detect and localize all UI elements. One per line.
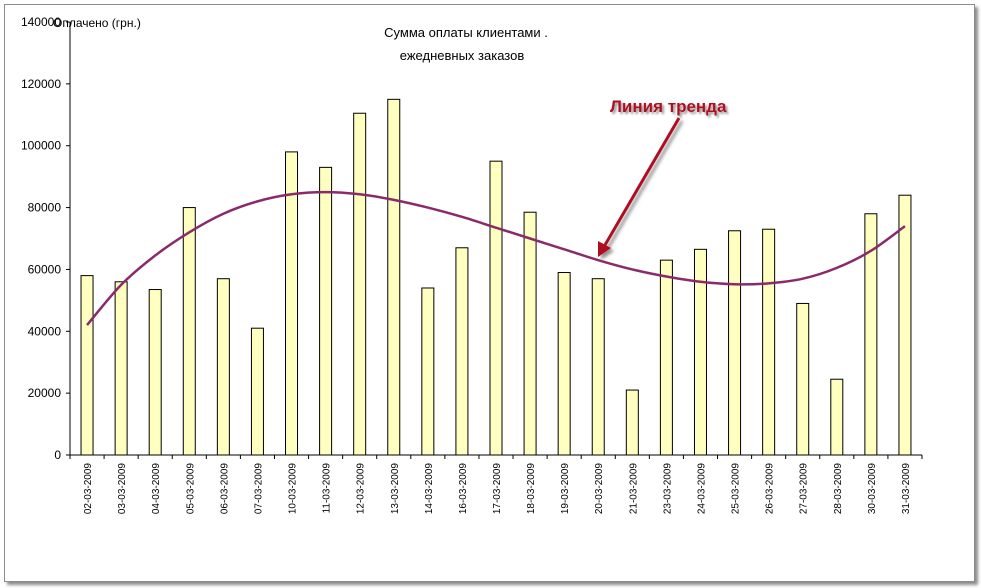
bar-28-03-2009 xyxy=(830,378,844,456)
x-tick-label: 31-03-2009 xyxy=(901,463,912,515)
bar-21-03-2009 xyxy=(625,389,639,456)
x-tick-label: 05-03-2009 xyxy=(185,463,196,515)
y-ticks-group: 0 20000 40000 60000 80000 100000 120000 140000 xyxy=(21,15,70,462)
bar-18-03-2009 xyxy=(523,211,537,456)
trend-line xyxy=(86,190,906,326)
y-tick-label: 20000 xyxy=(28,386,62,400)
chart-frame: 0 20000 40000 60000 80000 100000 120000 140000 … xyxy=(4,4,975,582)
annotation-arrow xyxy=(598,117,681,257)
x-tick-label: 30-03-2009 xyxy=(867,463,878,515)
bar-25-03-2009 xyxy=(728,230,742,456)
x-tick-label: 20-03-2009 xyxy=(594,463,605,515)
x-tick-label: 26-03-2009 xyxy=(765,463,776,515)
trend-annotation: Линия тренда xyxy=(610,97,727,116)
bar-16-03-2009 xyxy=(455,247,469,456)
bar-05-03-2009 xyxy=(182,207,196,456)
x-tick-label: 17-03-2009 xyxy=(492,463,503,515)
bar-13-03-2009 xyxy=(387,98,401,456)
y-tick-label: 60000 xyxy=(28,262,62,276)
x-tick-label: 16-03-2009 xyxy=(458,463,469,515)
bar-02-03-2009 xyxy=(80,275,94,456)
x-tick-label: 21-03-2009 xyxy=(628,463,639,515)
x-tick-label: 02-03-2009 xyxy=(83,463,94,515)
x-tick-label: 03-03-2009 xyxy=(117,463,128,515)
chart-title-line2: ежедневных заказов xyxy=(400,48,525,63)
x-tick-label: 06-03-2009 xyxy=(219,463,230,515)
y-tick-label: 140000 xyxy=(21,15,61,29)
x-ticks-group: 02-03-2009 03-03-2009 04-03-2009 05-03-2009… xyxy=(69,455,923,515)
x-tick-label: 12-03-2009 xyxy=(356,463,367,515)
x-tick-label: 14-03-2009 xyxy=(424,463,435,515)
y-tick-label: 80000 xyxy=(28,201,62,215)
axes-group xyxy=(69,22,922,456)
bar-04-03-2009 xyxy=(148,289,162,456)
x-tick-label: 18-03-2009 xyxy=(526,463,537,515)
bar-31-03-2009 xyxy=(898,194,912,456)
y-tick-label: 100000 xyxy=(21,139,61,153)
x-tick-label: 19-03-2009 xyxy=(560,463,571,515)
bar-26-03-2009 xyxy=(762,228,776,456)
y-tick-label: 0 xyxy=(54,448,61,462)
bar-06-03-2009 xyxy=(216,278,230,456)
x-tick-label: 28-03-2009 xyxy=(833,463,844,515)
x-tick-label: 23-03-2009 xyxy=(662,463,673,515)
bar-19-03-2009 xyxy=(557,272,571,456)
bar-23-03-2009 xyxy=(659,259,673,456)
chart-canvas: 020000400006000080000100000120000140000 … xyxy=(21,15,923,515)
bars-group xyxy=(80,98,912,456)
bar-27-03-2009 xyxy=(796,302,810,456)
bar-17-03-2009 xyxy=(489,160,503,456)
x-tick-label: 25-03-2009 xyxy=(731,463,742,515)
bar-11-03-2009 xyxy=(319,166,333,456)
x-tick-label: 10-03-2009 xyxy=(288,463,299,515)
x-tick-label: 07-03-2009 xyxy=(253,463,264,515)
x-tick-label: 24-03-2009 xyxy=(696,463,707,515)
x-tick-label: 11-03-2009 xyxy=(322,463,333,514)
y-tick-label: 120000 xyxy=(21,77,61,91)
y-axis-label: Оплачено (грн.) xyxy=(53,16,141,30)
bar-10-03-2009 xyxy=(285,151,299,456)
bar-14-03-2009 xyxy=(421,287,435,456)
bar-03-03-2009 xyxy=(114,281,128,456)
chart-title-line1: Сумма оплаты клиентами . xyxy=(384,25,548,40)
bar-20-03-2009 xyxy=(591,278,605,456)
x-tick-label: 27-03-2009 xyxy=(799,463,810,515)
x-tick-label: 04-03-2009 xyxy=(151,463,162,515)
y-tick-label: 40000 xyxy=(28,324,62,338)
x-tick-label: 13-03-2009 xyxy=(390,463,401,515)
bar-12-03-2009 xyxy=(353,112,367,456)
bar-07-03-2009 xyxy=(250,327,264,456)
